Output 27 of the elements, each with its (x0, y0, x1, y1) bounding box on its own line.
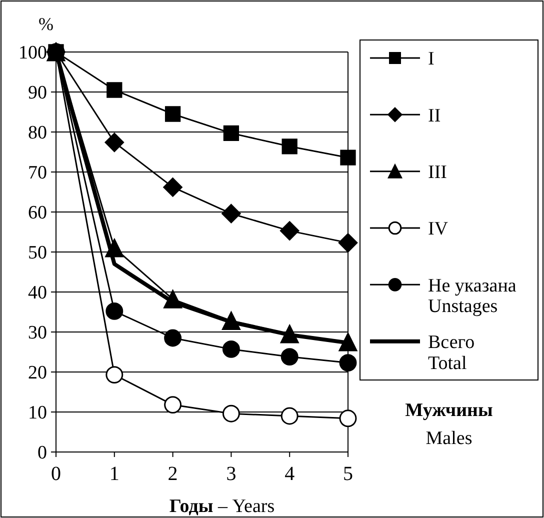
x-axis-title: Годы – Years (169, 496, 275, 517)
x-tick-label: 3 (226, 463, 236, 485)
text: Мужчины (405, 400, 493, 421)
y-tick-label: 20 (28, 362, 47, 384)
y-tick-label: 60 (28, 202, 47, 224)
legend-label: III (428, 162, 447, 183)
legend-label: II (428, 105, 441, 126)
y-tick-label: 50 (28, 242, 47, 264)
y-tick-label: 10 (28, 402, 47, 424)
legend-label: IV (428, 218, 448, 240)
x-tick-label: 5 (343, 463, 353, 485)
legend-label: Всего Total (428, 332, 475, 374)
y-tick-label: 90 (28, 82, 47, 104)
y-tick-label: 70 (28, 162, 47, 184)
x-tick-label: 0 (51, 463, 61, 485)
legend-label: Не указана Unstages (428, 275, 517, 318)
y-tick-label: 100 (18, 42, 47, 64)
text: Males (426, 428, 472, 449)
y-tick-label: 0 (38, 442, 47, 464)
x-tick-label: 2 (168, 463, 178, 485)
x-tick-label: 4 (284, 463, 295, 485)
x-tick-label: 1 (109, 463, 120, 485)
legend-label: I (428, 48, 434, 70)
y-axis-title: % (38, 14, 54, 34)
y-tick-label: 40 (28, 282, 47, 304)
y-tick-label: 30 (28, 322, 47, 344)
y-tick-label: 80 (28, 122, 47, 144)
